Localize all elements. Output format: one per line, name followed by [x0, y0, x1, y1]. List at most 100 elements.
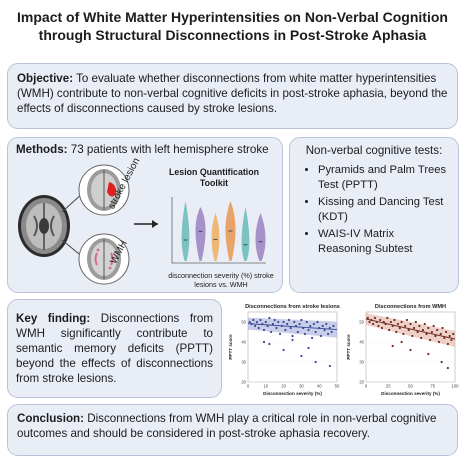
scatter-point: [300, 354, 303, 358]
scatter-point: [262, 340, 266, 344]
scatter-point: [262, 328, 266, 332]
scatter-point: [434, 334, 437, 338]
scatter-point: [440, 360, 443, 364]
scatter-point: [425, 332, 428, 336]
scatter-point: [303, 332, 307, 336]
scatter-point: [402, 332, 405, 336]
scatter-point: [309, 324, 312, 328]
scatter-point: [270, 330, 273, 334]
scatter-point: [398, 326, 401, 330]
scatter-point: [250, 322, 253, 326]
violin-shape: [241, 207, 250, 261]
scatter-point: [396, 322, 400, 326]
x-tick-label: 20: [281, 384, 286, 389]
key-finding-box: Key finding: Disconnections from WMH sig…: [7, 299, 222, 398]
x-tick-label: 100: [452, 384, 460, 389]
scatter-point: [443, 336, 446, 340]
x-tick-label: 40: [317, 384, 322, 389]
scatter-point: [441, 326, 444, 330]
scatter-point: [316, 320, 319, 324]
scatter-point: [379, 318, 382, 322]
scatter-point: [393, 318, 396, 322]
scatter-point: [427, 326, 430, 330]
scatter-point: [261, 322, 264, 326]
x-tick-label: 0: [365, 384, 368, 389]
y-axis-label: PPTT score: [228, 334, 233, 360]
scatter-point: [278, 332, 282, 336]
scatter-point: [395, 330, 398, 334]
scatter-point: [284, 328, 287, 332]
scatter-point: [411, 334, 414, 338]
scatter-point: [416, 330, 419, 334]
scatter-point: [427, 352, 430, 356]
scatter-point: [391, 344, 394, 348]
scatter-point: [452, 332, 455, 336]
scatter-point: [412, 326, 416, 330]
scatter-point: [257, 326, 260, 330]
scatter-point: [254, 324, 257, 328]
scatter-point: [268, 316, 271, 320]
scatter-point: [321, 324, 324, 328]
scatter-point: [400, 320, 403, 324]
scatter-point: [307, 346, 310, 350]
violin-plot: [171, 197, 266, 264]
scatter-point: [314, 330, 317, 334]
scatter-point: [273, 318, 276, 322]
scatter-point: [291, 334, 294, 338]
scatter-point: [298, 322, 301, 326]
scatter-point: [407, 328, 410, 332]
y-tick-label: 40: [359, 340, 364, 345]
y-tick-label: 30: [241, 360, 246, 365]
tests-box: Non-verbal cognitive tests: Pyramids and…: [289, 137, 459, 293]
tests-list: Pyramids and Palm Trees Test (PPTT) Kiss…: [298, 163, 450, 256]
y-tick-label: 20: [241, 380, 246, 385]
scatter-point: [384, 322, 387, 326]
scatter-point: [248, 320, 251, 324]
scatter-point: [319, 334, 323, 338]
main-brain-slice: [18, 195, 70, 257]
scatter-point: [448, 334, 451, 338]
scatter-point: [414, 320, 417, 324]
scatter-point: [409, 322, 412, 326]
y-tick-label: 40: [241, 340, 246, 345]
scatter-point: [318, 326, 321, 330]
scatter-point: [420, 336, 423, 340]
scatter-point: [382, 320, 385, 324]
scatter-point: [418, 324, 421, 328]
scatter-point: [446, 366, 449, 370]
scatter-point: [325, 322, 328, 326]
scatter-chart-wmh: Disconnections from WMH 20 30 40 50 0 25 50 75 10…: [346, 304, 460, 396]
scatter-point: [287, 318, 291, 322]
scatter-point: [302, 326, 305, 330]
scatter-point: [271, 322, 275, 326]
scatter-point: [332, 324, 335, 328]
toolkit-caption: disconnection severity (%) stroke lesion…: [168, 271, 274, 289]
scatter-point: [450, 338, 453, 342]
poster-title: Impact of White Matter Hyperintensities …: [17, 9, 448, 43]
scatter-point: [445, 330, 448, 334]
conclusion-label: Conclusion:: [17, 412, 84, 425]
scatter-point: [327, 332, 330, 336]
scatter-point: [310, 336, 314, 340]
scatter-point: [294, 324, 298, 328]
key-finding-label: Key finding:: [16, 312, 91, 325]
scatter-point: [391, 324, 394, 328]
scatter-point: [404, 324, 407, 328]
scatter-point: [372, 322, 375, 326]
scatter-point: [400, 340, 403, 344]
x-axis-label: Disconnection severity (%): [381, 391, 440, 396]
y-tick-label: 30: [359, 360, 364, 365]
scatter-point: [421, 328, 425, 332]
scatter-point: [293, 320, 296, 324]
trend-line: [365, 318, 456, 340]
y-axis-label: PPTT score: [346, 334, 351, 360]
scatter-point: [282, 348, 285, 352]
key-finding-text: Disconnections from WMH significantly co…: [16, 312, 214, 385]
y-tick-label: 20: [359, 380, 364, 385]
scatter-point: [375, 320, 378, 324]
toolkit-title: Lesion Quantification Toolkit: [169, 167, 259, 188]
x-tick-label: 10: [263, 384, 268, 389]
test-item: Kissing and Dancing Test (KDT): [318, 195, 450, 224]
scatter-point: [368, 320, 371, 324]
x-tick-label: 50: [335, 384, 340, 389]
